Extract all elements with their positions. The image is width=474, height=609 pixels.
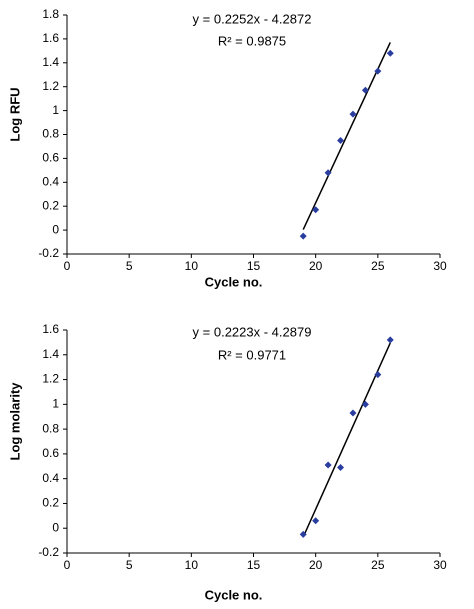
x-tick-label: 30 xyxy=(433,558,447,572)
y-tick-label: 1.2 xyxy=(42,372,59,386)
y-tick-label: 1.6 xyxy=(42,322,59,336)
y-tick-label: 0.4 xyxy=(42,174,59,188)
y-tick-label: 0.4 xyxy=(42,471,59,485)
x-axis-label: Cycle no. xyxy=(205,274,263,289)
y-tick-label: 0.8 xyxy=(42,127,59,141)
y-tick-label: 0.2 xyxy=(42,198,59,212)
y-tick-label: 0.8 xyxy=(42,421,59,435)
x-tick-label: 5 xyxy=(126,259,133,273)
y-axis-label: Log molarity xyxy=(7,382,22,461)
x-tick-label: 10 xyxy=(185,558,199,572)
y-tick-label: -0.2 xyxy=(38,246,59,260)
x-tick-label: 25 xyxy=(371,259,385,273)
point xyxy=(312,206,320,214)
point xyxy=(349,409,357,417)
point xyxy=(374,67,382,75)
point xyxy=(299,530,307,538)
x-tick-label: 0 xyxy=(64,259,71,273)
point xyxy=(386,49,394,57)
x-tick-label: 15 xyxy=(247,259,261,273)
point xyxy=(337,464,345,472)
x-tick-label: 20 xyxy=(309,259,323,273)
y-tick-label: 0.6 xyxy=(42,151,59,165)
y-tick-label: 1.6 xyxy=(42,31,59,45)
point xyxy=(324,169,332,177)
x-tick-label: 15 xyxy=(247,558,261,572)
trendline xyxy=(302,42,391,230)
point xyxy=(337,136,345,144)
point xyxy=(299,232,307,240)
x-tick-label: 30 xyxy=(433,259,447,273)
y-tick-label: 1.4 xyxy=(42,347,59,361)
y-tick-label: 1.4 xyxy=(42,55,59,69)
y-tick-label: 1.8 xyxy=(42,7,59,21)
point xyxy=(374,371,382,379)
point xyxy=(324,461,332,469)
y-tick-label: 1.2 xyxy=(42,79,59,93)
y-tick-label: 0 xyxy=(52,222,59,236)
x-tick-label: 0 xyxy=(64,558,71,572)
point xyxy=(361,86,369,94)
point xyxy=(349,110,357,118)
y-axis-label: Log RFU xyxy=(7,87,22,141)
point xyxy=(312,517,320,525)
y-tick-label: 1 xyxy=(52,397,59,411)
y-tick-label: 0.2 xyxy=(42,496,59,510)
point xyxy=(361,400,369,408)
y-tick-label: 0 xyxy=(52,520,59,534)
x-axis-label: Cycle no. xyxy=(205,587,263,602)
equation: y = 0.2252x - 4.2872 xyxy=(193,11,312,26)
y-tick-label: 0.6 xyxy=(42,446,59,460)
r-squared: R² = 0.9771 xyxy=(218,347,286,362)
x-tick-label: 25 xyxy=(371,558,385,572)
x-tick-label: 10 xyxy=(185,259,199,273)
r-squared: R² = 0.9875 xyxy=(218,33,286,48)
x-tick-label: 20 xyxy=(309,558,323,572)
equation: y = 0.2223x - 4.2879 xyxy=(193,324,312,339)
x-tick-label: 5 xyxy=(126,558,133,572)
y-tick-label: 1 xyxy=(52,103,59,117)
y-tick-label: -0.2 xyxy=(38,545,59,559)
point xyxy=(386,336,394,344)
